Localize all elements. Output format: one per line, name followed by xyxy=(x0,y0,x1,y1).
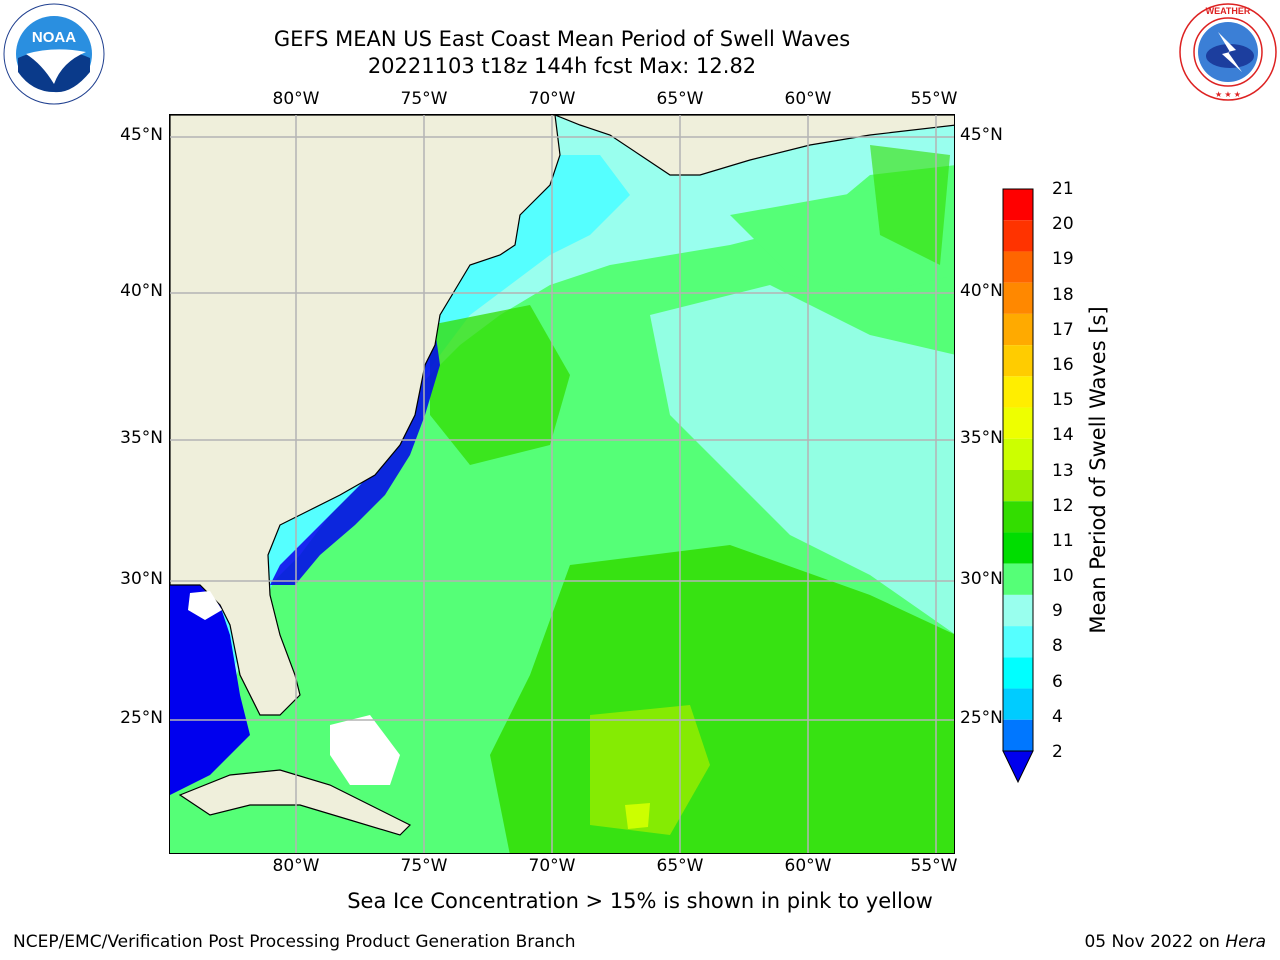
lon-label-bottom-70w: 70°W xyxy=(528,856,576,876)
colorbar-segment xyxy=(1003,719,1033,751)
colorbar-tick-label: 12 xyxy=(1052,495,1074,516)
swell-max-area xyxy=(625,803,650,829)
colorbar-tick-label: 17 xyxy=(1052,319,1074,340)
colorbar-tick-label: 2 xyxy=(1052,742,1063,762)
colorbar-tick-label: 21 xyxy=(1052,179,1074,199)
colorbar-tick-label: 13 xyxy=(1052,460,1074,481)
land-north-america xyxy=(170,115,561,716)
nws-logo: WEATHER ★ ★ ★ xyxy=(1179,3,1277,101)
colorbar-tick-label: 8 xyxy=(1052,636,1063,657)
svg-text:WEATHER: WEATHER xyxy=(1206,6,1251,16)
colorbar-tick-label: 10 xyxy=(1052,566,1074,587)
colorbar-segment xyxy=(1003,282,1033,314)
colorbar-segment xyxy=(1003,657,1033,689)
lon-label-top-80w: 80°W xyxy=(272,89,320,109)
colorbar-segment xyxy=(1003,626,1033,658)
swell-zone-2s-gulf xyxy=(170,575,250,795)
lat-label-left-40n: 40°N xyxy=(120,281,163,301)
colorbar-segment xyxy=(1003,345,1033,377)
colorbar-segment xyxy=(1003,688,1033,720)
map-title: GEFS MEAN US East Coast Mean Period of S… xyxy=(273,27,851,51)
graticule xyxy=(170,115,954,853)
date-text: 05 Nov 2022 on xyxy=(1084,932,1220,952)
land-maritimes xyxy=(554,115,954,176)
lat-label-left-30n: 30°N xyxy=(120,569,163,589)
noaa-logo-text: NOAA xyxy=(32,29,76,46)
colorbar-tick-label: 4 xyxy=(1052,706,1063,727)
bahamas-no-data xyxy=(330,715,400,785)
lat-label-right-35n: 35°N xyxy=(960,428,1003,448)
lon-label-bottom-65w: 65°W xyxy=(656,856,704,876)
map-canvas xyxy=(170,115,954,853)
colorbar-tick-label: 14 xyxy=(1052,425,1074,446)
lon-label-bottom-75w: 75°W xyxy=(400,856,448,876)
colorbar-segment xyxy=(1003,563,1033,595)
svg-text:★ ★ ★: ★ ★ ★ xyxy=(1215,90,1241,99)
colorbar-title: Mean Period of Swell Waves [s] xyxy=(1086,306,1110,634)
lon-label-bottom-80w: 80°W xyxy=(272,856,320,876)
lat-label-right-25n: 25°N xyxy=(960,708,1003,728)
swell-zone-8s-east xyxy=(650,285,954,634)
swell-zone-10s-a xyxy=(430,305,570,465)
colorbar-segment xyxy=(1003,594,1033,627)
lon-label-top-55w: 55°W xyxy=(910,89,958,109)
sea-ice-note-text: Sea Ice Concentration > 15% is shown in … xyxy=(347,889,933,913)
colorbar-tick-label: 6 xyxy=(1052,671,1063,692)
lon-label-top-60w: 60°W xyxy=(784,89,832,109)
lat-label-left-25n: 25°N xyxy=(120,708,163,728)
colorbar-extend-arrow xyxy=(1002,750,1034,784)
sea-ice-note: Sea Ice Concentration > 15% is shown in … xyxy=(0,889,1280,913)
lon-label-top-75w: 75°W xyxy=(400,89,448,109)
map-subtitle: 20221103 t18z 144h fcst Max: 12.82 xyxy=(367,54,757,78)
lat-label-left-45n: 45°N xyxy=(120,125,163,145)
colorbar-segment xyxy=(1003,501,1033,533)
noaa-logo: NOAA xyxy=(3,3,105,105)
lon-label-bottom-55w: 55°W xyxy=(910,856,958,876)
colorbar-tick-label: 9 xyxy=(1052,601,1063,622)
gulf-no-data xyxy=(188,591,222,620)
colorbar-tick-label: 18 xyxy=(1052,284,1074,305)
lon-label-bottom-60w: 60°W xyxy=(784,856,832,876)
colorbar-segment xyxy=(1003,313,1033,346)
swell-period-map xyxy=(169,114,955,854)
lat-label-right-45n: 45°N xyxy=(960,125,1003,145)
colorbar-segment xyxy=(1003,376,1033,408)
colorbar-tick-label: 11 xyxy=(1052,530,1074,551)
lat-label-right-30n: 30°N xyxy=(960,569,1003,589)
colorbar-segment xyxy=(1003,189,1033,221)
colorbar-tick-label: 16 xyxy=(1052,354,1074,375)
land-cuba xyxy=(178,769,412,836)
colorbar-tick-label: 19 xyxy=(1052,249,1074,270)
lat-label-left-35n: 35°N xyxy=(120,428,163,448)
colorbar-segment xyxy=(1003,438,1033,470)
date-line: 05 Nov 2022 on Hera xyxy=(1084,932,1266,952)
host-name: Hera xyxy=(1225,932,1266,952)
colorbar-segment xyxy=(1003,407,1033,439)
credit-line: NCEP/EMC/Verification Post Processing Pr… xyxy=(13,932,576,952)
colorbar-segment xyxy=(1003,251,1033,283)
colorbar xyxy=(1002,188,1034,784)
colorbar-tick-label: 20 xyxy=(1052,214,1074,235)
colorbar-segment xyxy=(1003,532,1033,564)
colorbar-tick-label: 15 xyxy=(1052,390,1074,411)
swell-zone-10s-ne xyxy=(870,145,950,265)
colorbar-segment xyxy=(1003,470,1033,502)
lat-label-right-40n: 40°N xyxy=(960,281,1003,301)
lon-label-top-65w: 65°W xyxy=(656,89,704,109)
colorbar-segment xyxy=(1003,220,1033,252)
lon-label-top-70w: 70°W xyxy=(528,89,576,109)
